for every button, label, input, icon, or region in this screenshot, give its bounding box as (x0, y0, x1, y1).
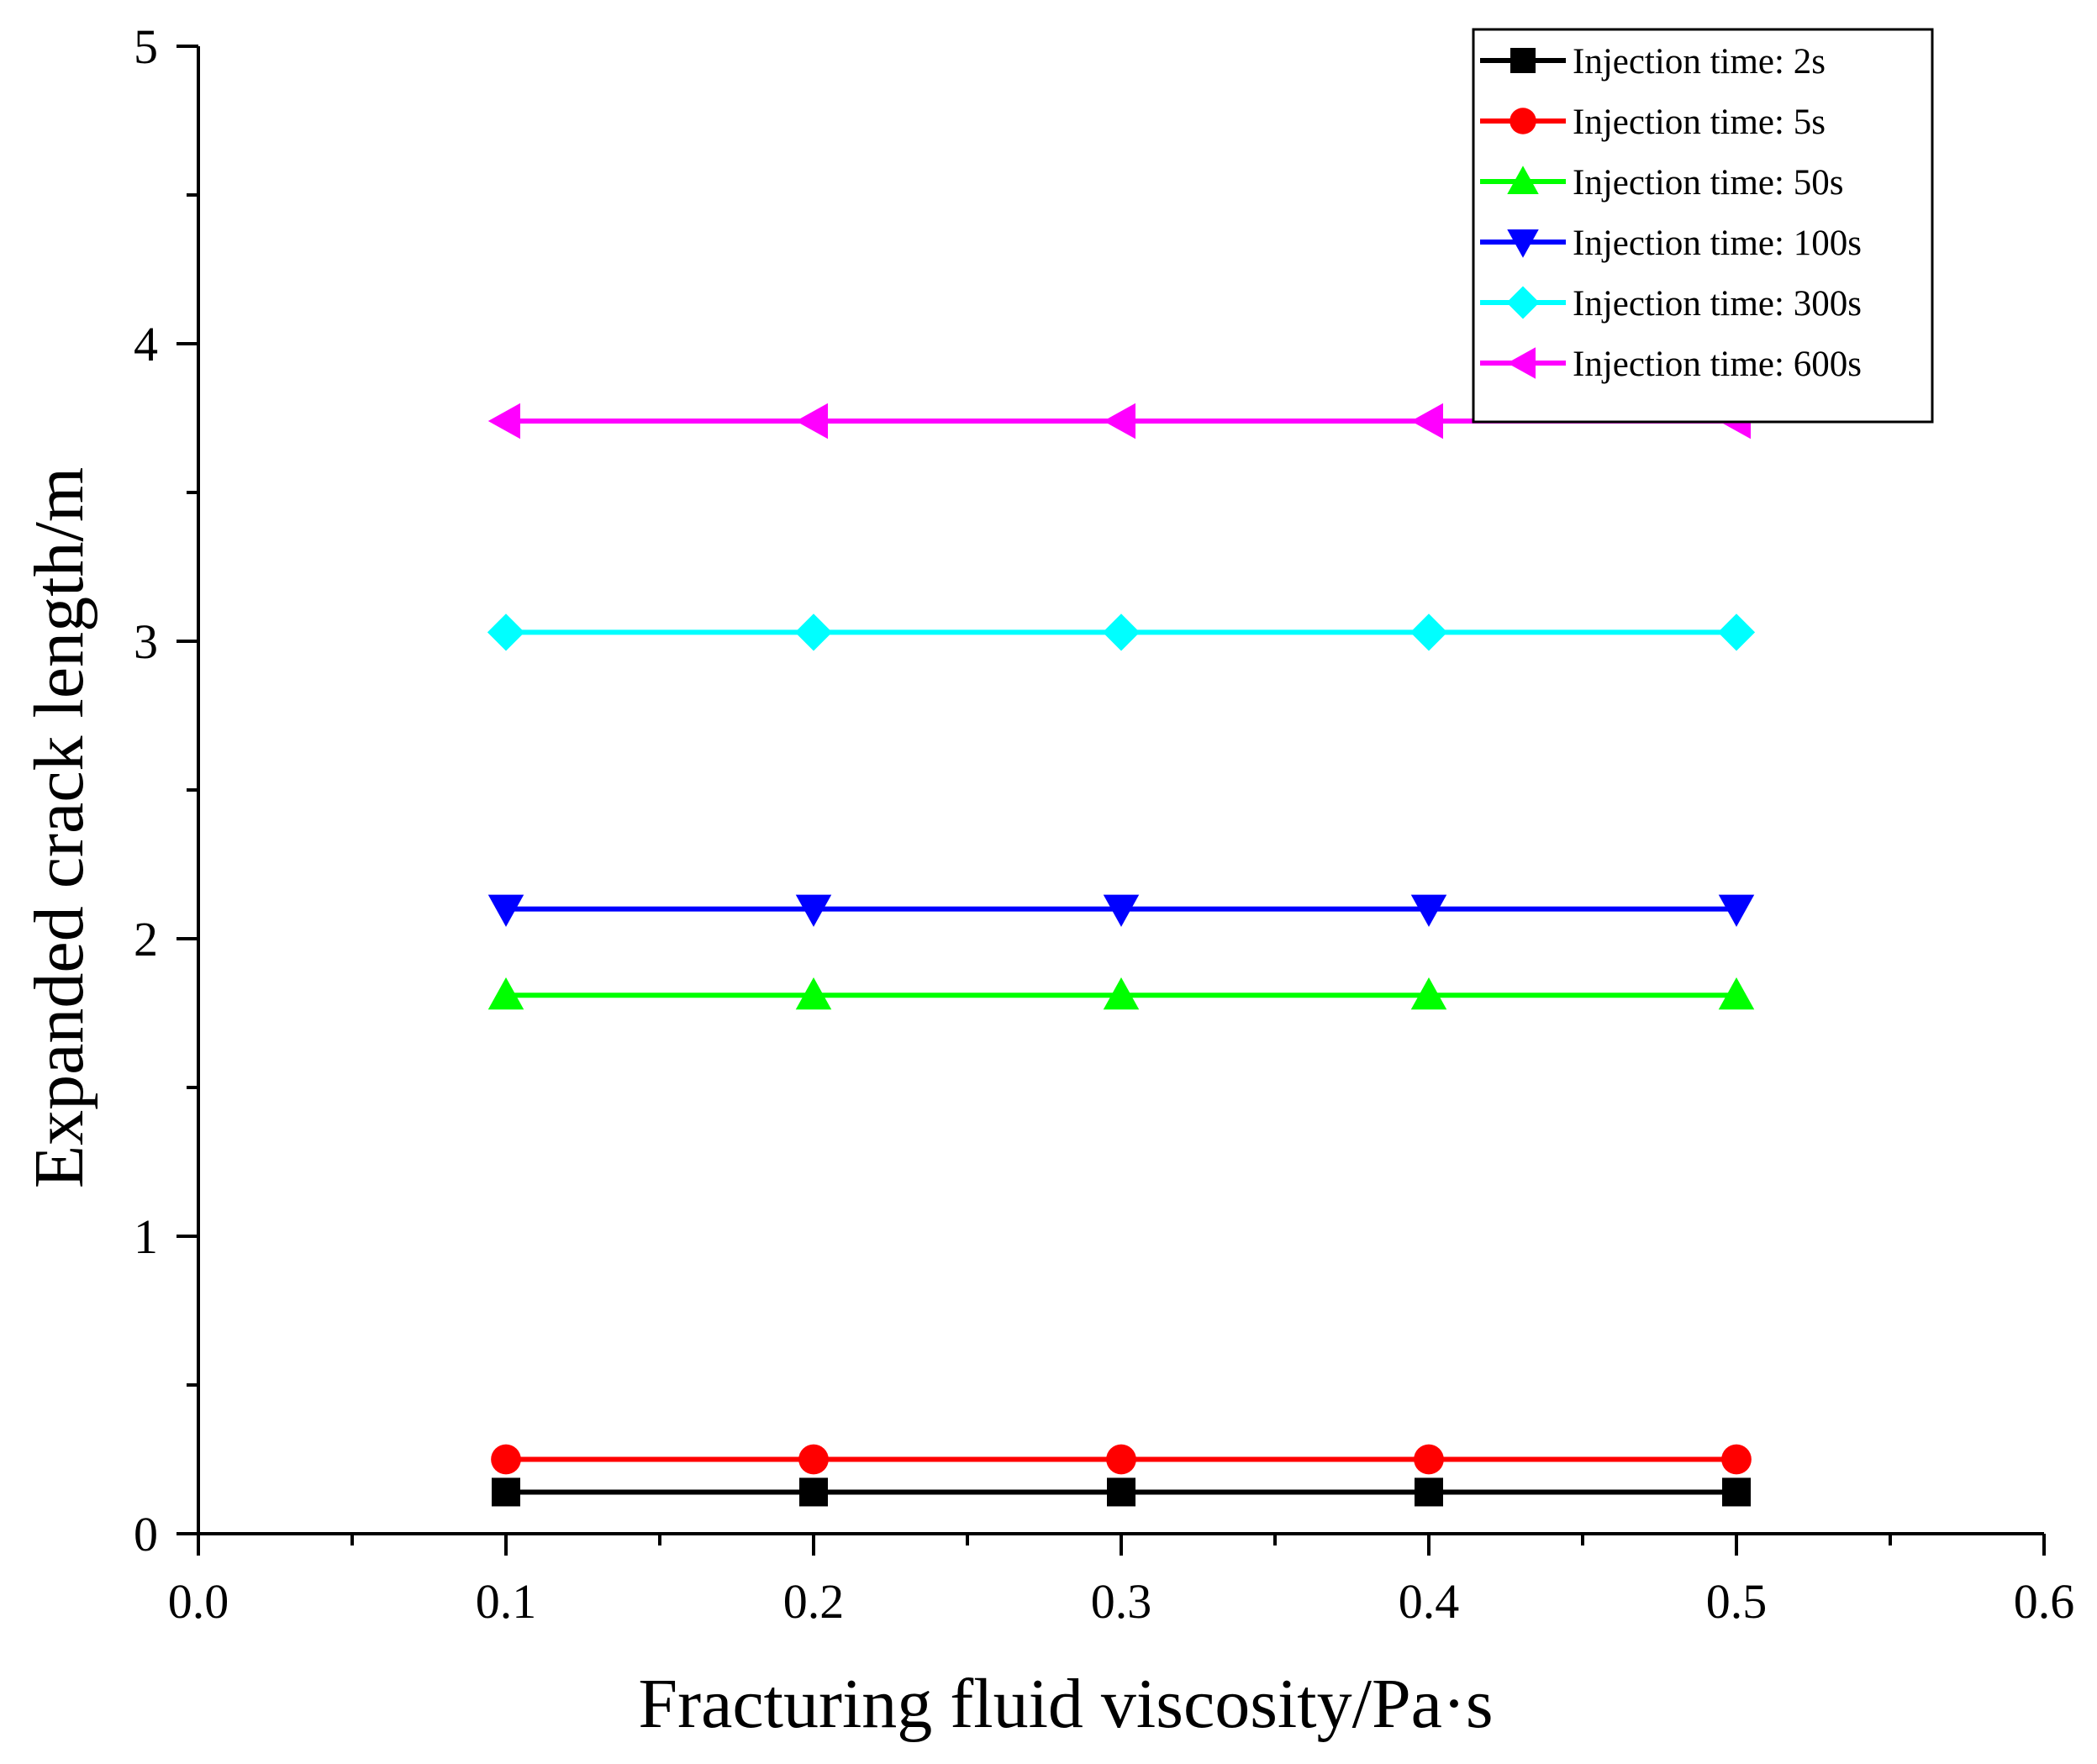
data-point (487, 403, 520, 440)
legend-item: Injection time: 600s (1480, 345, 1862, 384)
data-point (1103, 403, 1135, 440)
x-tick-label: 0.0 (168, 1574, 229, 1629)
x-tick-label: 0.5 (1706, 1574, 1768, 1629)
data-point (1415, 1477, 1443, 1507)
legend-marker (1507, 347, 1536, 379)
data-point (1410, 403, 1443, 440)
data-point (795, 977, 832, 1010)
data-point (1103, 977, 1140, 1010)
y-tick-label: 1 (134, 1209, 158, 1264)
data-point (1410, 894, 1447, 927)
data-point (798, 1444, 829, 1475)
data-point (1409, 613, 1448, 651)
data-point (1414, 1444, 1444, 1475)
data-point (1718, 894, 1755, 927)
x-tick-label: 0.6 (2014, 1574, 2075, 1629)
data-point (1410, 977, 1447, 1010)
legend-box (1472, 28, 1934, 424)
legend-item: Injection time: 2s (1480, 42, 1826, 82)
series-3 (487, 977, 1755, 1010)
legend-item: Injection time: 50s (1480, 163, 1843, 203)
legend-label: Injection time: 50s (1573, 163, 1843, 203)
legend-label: Injection time: 300s (1573, 284, 1862, 324)
data-point (1718, 977, 1755, 1010)
legend: Injection time: 2s Injection time: 5s Inje… (1472, 28, 1934, 424)
data-point (799, 1477, 828, 1507)
legend-marker (1510, 108, 1536, 134)
legend-item: Injection time: 300s (1480, 284, 1862, 324)
x-tick-label: 0.1 (476, 1574, 537, 1629)
data-point (492, 1477, 520, 1507)
legend-label: Injection time: 600s (1573, 345, 1862, 384)
series-4 (487, 894, 1755, 927)
data-point (1103, 894, 1140, 927)
y-tick-label: 2 (134, 912, 158, 966)
series-2 (491, 1444, 1752, 1475)
legend-marker (1506, 286, 1540, 319)
x-axis-title: Fracturing fluid viscosity/Pa·s (638, 1665, 1493, 1743)
x-tick-label: 0.3 (1091, 1574, 1152, 1629)
data-point (487, 613, 525, 651)
data-point (1107, 1477, 1135, 1507)
data-point (1722, 1477, 1751, 1507)
legend-marker (1507, 229, 1539, 258)
legend-label: Injection time: 2s (1573, 42, 1826, 82)
axes: 0 1 2 3 4 5 0.0 0.1 0.2 0.3 0.4 0.5 0.6 (134, 19, 2074, 1629)
data-point (1102, 613, 1141, 651)
legend-label: Injection time: 100s (1573, 224, 1862, 263)
y-tick-label: 3 (134, 614, 158, 669)
series-5 (487, 613, 1756, 651)
data-point (487, 894, 524, 927)
legend-label: Injection time: 5s (1573, 103, 1826, 142)
data-point (795, 403, 828, 440)
legend-item: Injection time: 100s (1480, 224, 1862, 263)
y-tick-label: 0 (134, 1507, 158, 1561)
data-point (1106, 1444, 1136, 1475)
data-point (1717, 613, 1756, 651)
y-tick-label: 5 (134, 19, 158, 74)
data-point (794, 613, 833, 651)
legend-marker (1507, 166, 1539, 194)
data-point (487, 977, 524, 1010)
legend-marker (1510, 48, 1536, 73)
series-1 (492, 1477, 1751, 1507)
x-tick-label: 0.4 (1399, 1574, 1460, 1629)
y-axis-title: Expanded crack length/m (20, 467, 98, 1188)
data-point (491, 1444, 521, 1475)
x-tick-label: 0.2 (783, 1574, 845, 1629)
data-point (1721, 1444, 1752, 1475)
y-tick-label: 4 (134, 317, 158, 371)
data-point (795, 894, 832, 927)
legend-item: Injection time: 5s (1480, 103, 1826, 142)
